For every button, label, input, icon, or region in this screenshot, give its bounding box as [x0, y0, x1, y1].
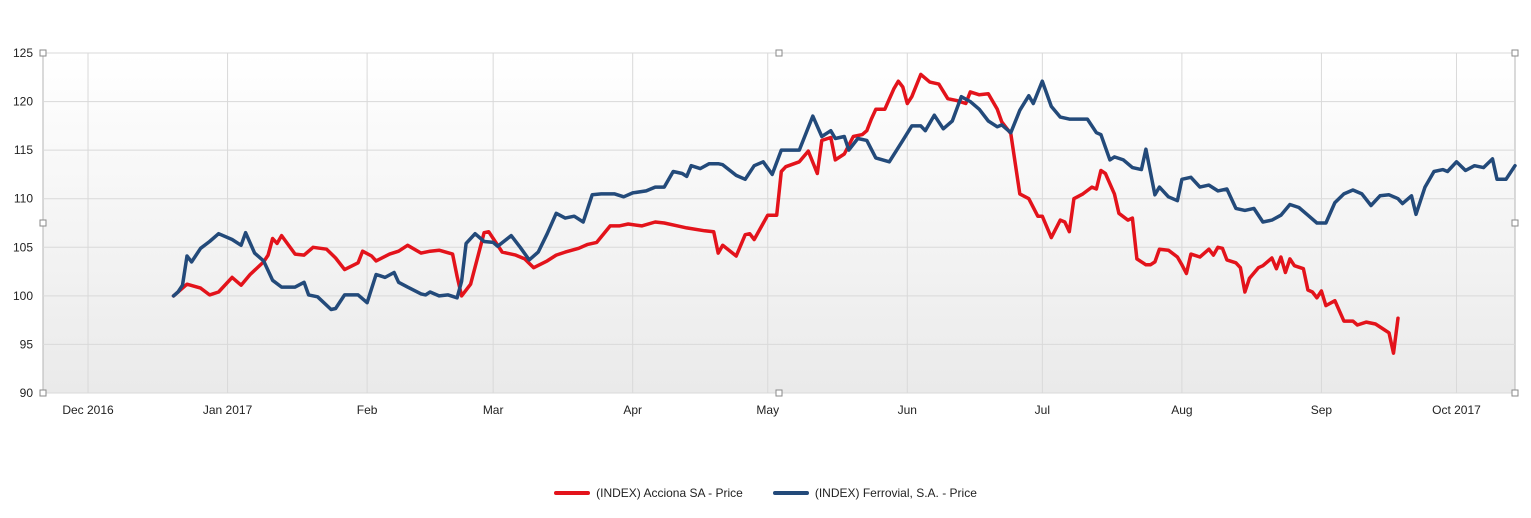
x-axis: Dec 2016 Jan 2017 Feb Mar Apr May Jun Jul Aug Sep… — [62, 403, 1481, 417]
x-tick-label: Mar — [483, 403, 504, 417]
legend-item-acciona[interactable]: (INDEX) Acciona SA - Price — [554, 486, 743, 500]
x-tick-label: Apr — [623, 403, 642, 417]
legend-label-ferrovial: (INDEX) Ferrovial, S.A. - Price — [814, 486, 977, 500]
selection-handles — [39, 49, 1519, 397]
y-tick-label: 110 — [14, 192, 33, 206]
y-tick-label: 95 — [20, 337, 34, 351]
y-tick-label: 120 — [13, 95, 33, 109]
series-lines — [171, 72, 1517, 355]
resize-handle — [775, 389, 783, 397]
x-tick-label: Jan 2017 — [203, 403, 253, 417]
legend-item-ferrovial[interactable]: (INDEX) Ferrovial, S.A. - Price — [772, 486, 977, 500]
series-line-ferrovial — [171, 79, 1517, 312]
x-tick-label: Jul — [1035, 403, 1050, 417]
legend-label-acciona: (INDEX) Acciona SA - Price — [596, 486, 743, 500]
resize-handle — [39, 219, 47, 227]
y-axis: 90 95 100 105 110 115 120 125 — [13, 46, 33, 400]
plot-area — [42, 52, 1516, 394]
legend-swatch-acciona — [554, 491, 591, 495]
resize-handle — [775, 49, 783, 57]
legend-swatch-ferrovial — [772, 491, 809, 495]
x-tick-label: Feb — [357, 403, 378, 417]
x-tick-label: Oct 2017 — [1432, 403, 1481, 417]
y-tick-label: 125 — [13, 46, 33, 60]
resize-handle — [1511, 389, 1519, 397]
y-tick-label: 90 — [20, 386, 34, 400]
x-tick-label: Aug — [1171, 403, 1192, 417]
y-tick-label: 115 — [14, 143, 33, 157]
y-tick-label: 105 — [13, 240, 33, 254]
y-tick-label: 100 — [13, 289, 33, 303]
resize-handle — [1511, 219, 1519, 227]
resize-handle — [39, 389, 47, 397]
x-tick-label: Sep — [1311, 403, 1333, 417]
resize-handle — [1511, 49, 1519, 57]
x-tick-label: Jun — [898, 403, 917, 417]
series-line-acciona — [171, 72, 1400, 355]
legend: (INDEX) Acciona SA - Price (INDEX) Ferro… — [0, 486, 1531, 500]
x-tick-label: Dec 2016 — [62, 403, 114, 417]
resize-handle — [39, 49, 47, 57]
x-tick-label: May — [756, 403, 779, 417]
